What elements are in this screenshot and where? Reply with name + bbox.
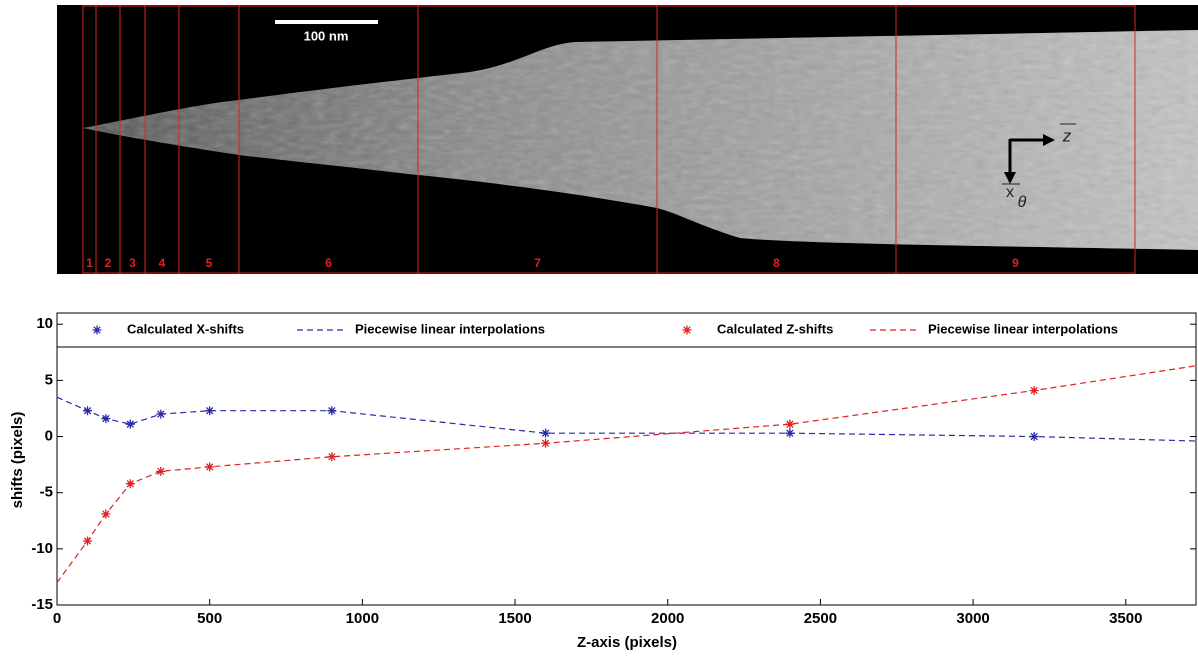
data-point	[83, 536, 93, 546]
data-point	[205, 406, 215, 416]
interpolation-line	[56, 396, 1197, 442]
y-tick-label: -5	[40, 484, 53, 501]
x-tick-label: 500	[197, 610, 222, 627]
region-label: 5	[206, 256, 213, 270]
legend-marker	[682, 325, 692, 335]
y-tick-label: 5	[45, 371, 53, 388]
region-label: 6	[325, 256, 332, 270]
data-point	[101, 414, 111, 424]
chart: Z-axis (pixels) shifts (pixels) 0 500 1000…	[9, 312, 1197, 651]
region-label: 1	[86, 256, 93, 270]
region-label: 2	[105, 256, 112, 270]
y-tick-label: -15	[31, 596, 53, 613]
legend-label: Calculated Z-shifts	[717, 321, 833, 336]
data-point	[785, 428, 795, 438]
z-arrowhead	[1043, 134, 1055, 146]
y-tick-label: 10	[36, 315, 53, 332]
legend-label: Calculated X-shifts	[127, 321, 244, 336]
region-label: 8	[773, 256, 780, 270]
x-tick-label: 1500	[498, 610, 531, 627]
legend-marker	[92, 325, 102, 335]
region-label: 7	[534, 256, 541, 270]
scale-bar-label: 100 nm	[304, 28, 349, 43]
data-point	[83, 406, 93, 416]
x-subscript: θ	[1018, 194, 1027, 211]
y-tick-label: -10	[31, 540, 53, 557]
plot-area	[56, 365, 1197, 583]
data-point	[785, 419, 795, 429]
x-tick-label: 1000	[346, 610, 379, 627]
z-label: z	[1062, 126, 1072, 145]
x-tick-label: 2500	[804, 610, 837, 627]
y-axis-label: shifts (pixels)	[9, 412, 26, 509]
x-label: x	[1006, 184, 1014, 201]
data-point	[205, 462, 215, 472]
data-point	[101, 509, 111, 519]
specimen-texture	[83, 30, 1198, 250]
legend: Calculated X-shifts Piecewise linear inte…	[92, 321, 1118, 336]
data-point	[327, 452, 337, 462]
data-point	[156, 409, 166, 419]
region-label: 3	[129, 256, 136, 270]
region-label: 9	[1012, 256, 1019, 270]
legend-label: Piecewise linear interpolations	[928, 321, 1118, 336]
axes-indicator: z x θ	[1002, 123, 1076, 211]
x-tick-label: 0	[53, 610, 61, 627]
data-point	[125, 479, 135, 489]
region-label: 4	[159, 256, 166, 270]
data-point	[541, 428, 551, 438]
x-tick-label: 2000	[651, 610, 684, 627]
x-tick-label: 3500	[1109, 610, 1142, 627]
data-point	[541, 438, 551, 448]
data-point	[125, 419, 135, 429]
plot-frame	[56, 312, 1197, 606]
x-tick-label: 3000	[956, 610, 989, 627]
data-point	[1029, 385, 1039, 395]
x-axis-label: Z-axis (pixels)	[577, 634, 677, 651]
x-arrowhead	[1004, 172, 1016, 184]
y-tick-label: 0	[45, 428, 53, 445]
data-point	[1029, 432, 1039, 442]
data-point	[156, 466, 166, 476]
legend-label: Piecewise linear interpolations	[355, 321, 545, 336]
data-point	[327, 406, 337, 416]
